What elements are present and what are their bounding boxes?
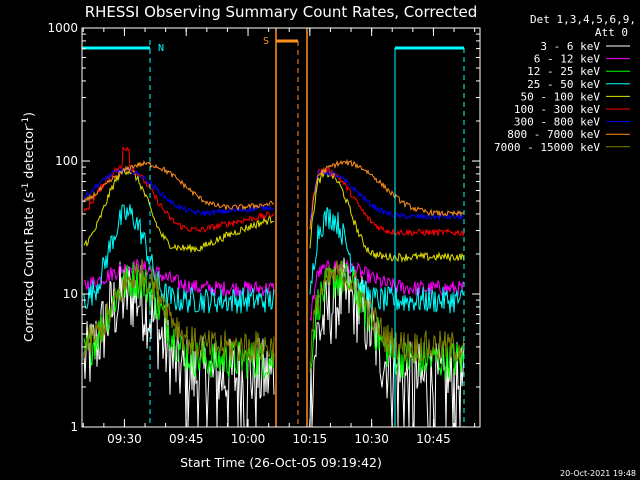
- series-line-5: [83, 168, 275, 253]
- timestamp: 20-Oct-2021 19:48: [560, 469, 636, 478]
- series-line-4: [309, 207, 465, 314]
- legend-entry-label: 3 - 6 keV: [540, 40, 600, 53]
- axes-layer: 1 10 100 1000 09:30 09:45 10:00 10:15 10:30 10:45: [47, 21, 480, 446]
- legend-entry-label: 25 - 50 keV: [527, 78, 600, 91]
- legend-entry-label: 50 - 100 keV: [521, 90, 601, 103]
- series-line-2: [83, 258, 275, 299]
- x-tick-label: 10:30: [354, 432, 389, 446]
- legend-header-attenuator: Att 0: [595, 26, 628, 39]
- y-tick-label: 1: [70, 420, 78, 434]
- x-tick-label: 10:00: [231, 432, 266, 446]
- legend-entry-label: 300 - 800 keV: [514, 116, 600, 129]
- legend-entry-label: 6 - 12 keV: [534, 53, 601, 66]
- y-tick-label: 100: [55, 154, 78, 168]
- series-line-8: [83, 160, 275, 211]
- night-label: N: [158, 43, 164, 54]
- series-line-7: [309, 169, 465, 223]
- chart-title: RHESSI Observing Summary Count Rates, Co…: [85, 3, 478, 21]
- plot-frame: [81, 27, 481, 428]
- legend-header-detectors: Det 1,3,4,5,6,9,: [530, 13, 636, 26]
- legend-entry-label: 100 - 300 keV: [514, 103, 600, 116]
- legend-entry-label: 7000 - 15000 keV: [494, 141, 600, 154]
- x-tick-label: 10:15: [293, 432, 328, 446]
- series-line-5: [309, 169, 465, 263]
- series-line-1: [83, 261, 275, 428]
- series-line-3: [83, 262, 275, 380]
- series-line-7: [83, 166, 275, 217]
- y-tick-label: 1000: [47, 21, 78, 35]
- x-tick-label: 09:30: [107, 432, 142, 446]
- series-line-9: [309, 260, 465, 373]
- legend-entry-label: 12 - 25 keV: [527, 65, 600, 78]
- x-tick-label: 10:45: [416, 432, 451, 446]
- y-axis-label: Corrected Count Rate (s-1 detector-1): [21, 112, 36, 342]
- series-line-9: [83, 258, 275, 364]
- x-tick-label: 09:45: [169, 432, 204, 446]
- y-tick-label: 10: [63, 287, 78, 301]
- legend-entry-label: 800 - 7000 keV: [507, 128, 600, 141]
- saa-label: S: [263, 36, 269, 47]
- series-line-4: [83, 204, 275, 314]
- x-axis-label: Start Time (26-Oct-05 09:19:42): [180, 455, 382, 470]
- series-line-8: [309, 158, 465, 230]
- plot-data-layer: [83, 145, 465, 428]
- annotation-layer: NS: [82, 28, 465, 427]
